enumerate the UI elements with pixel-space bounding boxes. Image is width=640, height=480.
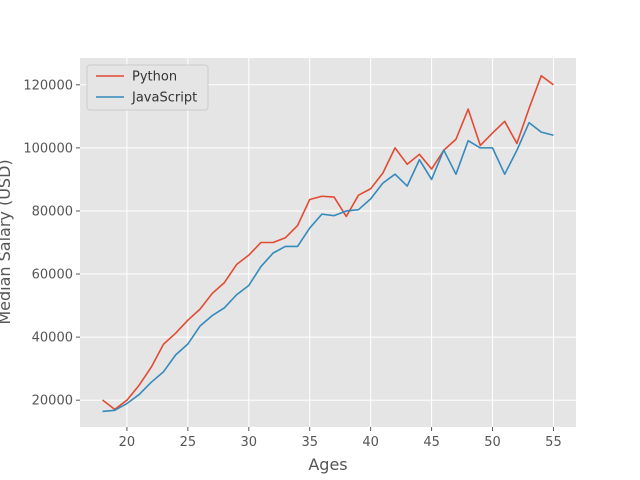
series-line-python	[102, 74, 554, 411]
x-tick-label-45: 45	[423, 435, 440, 450]
y-tick-label-120000: 120000	[23, 78, 73, 93]
x-tick-label-20: 20	[119, 435, 136, 450]
y-tick-label-80000: 80000	[32, 204, 73, 219]
x-tick-label-40: 40	[362, 435, 379, 450]
y-axis-ticks: 20000 40000 60000 80000 100000 120000	[23, 78, 80, 409]
x-tick-label-35: 35	[301, 435, 318, 450]
legend-label-python: Python	[132, 70, 177, 85]
y-axis-label: Median Salary (USD)	[0, 159, 14, 324]
legend-label-javascript: JavaScript	[131, 91, 197, 106]
y-tick-label-40000: 40000	[32, 331, 73, 346]
x-axis-ticks: 20 25 30 35 40 45 50 55	[119, 427, 562, 450]
series-line-javascript	[102, 121, 554, 413]
plot-area-background	[80, 58, 576, 427]
x-tick-label-55: 55	[545, 435, 562, 450]
x-axis-label: Ages	[308, 455, 347, 474]
x-tick-label-30: 30	[241, 435, 258, 450]
x-tick-label-25: 25	[180, 435, 197, 450]
series-lines	[102, 74, 554, 413]
y-tick-label-60000: 60000	[32, 268, 73, 283]
y-tick-label-20000: 20000	[32, 394, 73, 409]
x-tick-label-50: 50	[484, 435, 501, 450]
legend: Python JavaScript	[86, 64, 209, 111]
y-tick-label-100000: 100000	[23, 141, 73, 156]
